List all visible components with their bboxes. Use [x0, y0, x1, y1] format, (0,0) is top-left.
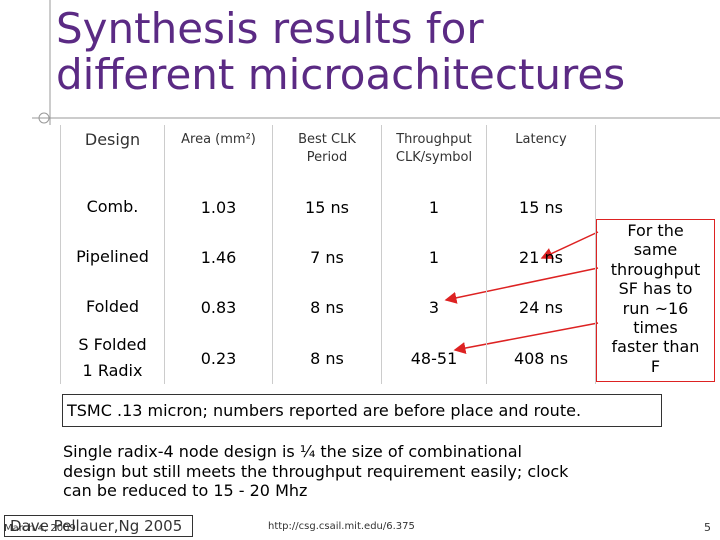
- table-cell: 48-51: [381, 332, 487, 384]
- header-cell: Area (mm²): [164, 125, 273, 182]
- table-row: Pipelined 1.46 7 ns 1 21 ns: [60, 232, 596, 282]
- table-cell: 24 ns: [486, 282, 596, 332]
- table-row: Comb. 1.03 15 ns 1 15 ns: [60, 182, 596, 232]
- table-cell: 1.46: [164, 232, 273, 282]
- header-cell-line: Period: [306, 150, 348, 165]
- footer-url: http://csg.csail.mit.edu/6.375: [268, 521, 415, 532]
- table-cell: 0.83: [164, 282, 273, 332]
- note: TSMC .13 micron; numbers reported are be…: [62, 394, 662, 427]
- header-cell-line: Best CLK: [298, 132, 356, 147]
- table-cell: 0.23: [164, 332, 273, 384]
- callout-line: times: [633, 318, 678, 338]
- paragraph-line: design but still meets the throughput re…: [63, 461, 569, 481]
- paragraph: Single radix-4 node design is ¼ the size…: [63, 442, 568, 501]
- table-cell: 1.03: [164, 182, 273, 232]
- header-cell: Latency: [486, 125, 596, 182]
- table-cell: 15 ns: [272, 182, 382, 232]
- callout-line: For the: [627, 221, 684, 240]
- table-row: Folded 0.83 8 ns 3 24 ns: [60, 282, 596, 332]
- table-cell: Pipelined: [60, 232, 165, 282]
- callout-line: same: [633, 240, 678, 260]
- callout-line: throughput: [610, 259, 701, 279]
- table-cell: 8 ns: [272, 332, 382, 384]
- table-cell: 7 ns: [272, 232, 382, 282]
- header-row: Design Area (mm²) Best CLK Period Throughput…: [60, 125, 596, 182]
- table-cell: 1: [381, 232, 487, 282]
- title-line: Synthesis results for: [56, 4, 484, 53]
- table-cell: 1: [381, 182, 487, 232]
- title: Synthesis results for different microachi…: [56, 6, 625, 98]
- callout-line: run ~16: [622, 298, 689, 318]
- page-number: 5: [704, 521, 711, 534]
- paragraph-line: can be reduced to 15 - 20 Mhz: [63, 481, 308, 500]
- callout: For the same throughput SF has to run ~16 tim…: [596, 219, 715, 382]
- callout-line: F: [650, 356, 661, 376]
- footer-date: March 4, 2009: [4, 523, 76, 534]
- table-cell-line: 1 Radix: [82, 361, 143, 380]
- header-cell-line: Throughput: [396, 132, 472, 147]
- header-cell: Best CLK Period: [272, 125, 382, 182]
- table-row: S Folded 1 Radix 0.23 8 ns 48-51 408 ns: [60, 332, 596, 384]
- callout-line: SF has to: [618, 279, 693, 299]
- footer-authors: Dave Pellauer,Ng 2005: [4, 515, 193, 537]
- table: Design Area (mm²) Best CLK Period Throughput…: [60, 125, 596, 384]
- table-cell: 408 ns: [486, 332, 596, 384]
- header-cell-line: CLK/symbol: [395, 150, 473, 165]
- rule-circle: [38, 112, 50, 124]
- header-cell: Design: [60, 125, 165, 182]
- table-cell: Comb.: [60, 182, 165, 232]
- table-cell: Folded: [60, 282, 165, 332]
- table-cell: 3: [381, 282, 487, 332]
- table-cell: S Folded 1 Radix: [60, 332, 165, 384]
- table-cell-line: S Folded: [78, 335, 147, 354]
- header-cell: Throughput CLK/symbol: [381, 125, 487, 182]
- table-cell: 8 ns: [272, 282, 382, 332]
- paragraph-line: Single radix-4 node design is ¼ the size…: [63, 442, 522, 461]
- table-cell: 15 ns: [486, 182, 596, 232]
- callout-line: faster than: [611, 337, 700, 357]
- table-cell: 21 ns: [486, 232, 596, 282]
- title-line: different microachitectures: [56, 50, 626, 99]
